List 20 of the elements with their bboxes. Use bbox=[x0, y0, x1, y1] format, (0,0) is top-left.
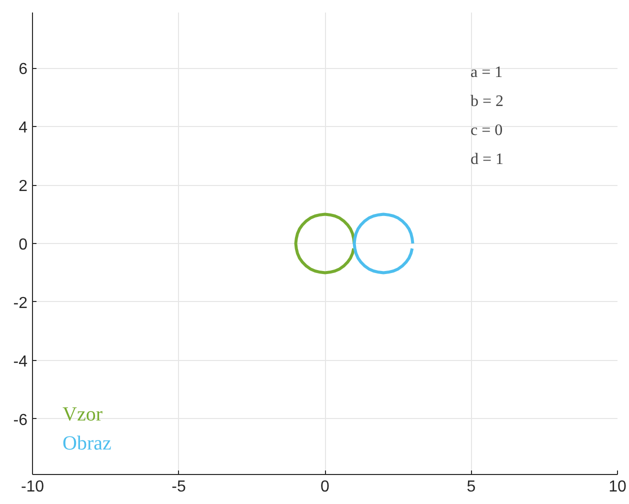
line-series bbox=[294, 212, 356, 274]
y-tick-label: 4 bbox=[18, 120, 28, 137]
annotation: d = 1 bbox=[470, 151, 504, 168]
x-tick-label: 10 bbox=[608, 478, 626, 496]
annotation: b = 2 bbox=[470, 93, 504, 110]
text: Vzor bbox=[62, 404, 103, 426]
x-tick-label: -10 bbox=[20, 478, 44, 496]
x-tick-label: 0 bbox=[320, 478, 330, 496]
x-tick-label: 5 bbox=[466, 478, 476, 496]
line-series bbox=[352, 212, 414, 274]
y-tick-label: 2 bbox=[18, 178, 28, 196]
text: Obraz bbox=[62, 432, 112, 454]
annotation: c = 0 bbox=[470, 122, 503, 139]
y-tick-label: 6 bbox=[18, 61, 28, 78]
annotation: a = 1 bbox=[470, 64, 503, 81]
y-tick-label: -4 bbox=[13, 353, 28, 370]
y-tick-label: -2 bbox=[13, 294, 28, 312]
y-tick-label: -6 bbox=[13, 412, 28, 429]
x-tick-label: -5 bbox=[172, 478, 186, 496]
y-tick-label: 0 bbox=[18, 236, 28, 254]
